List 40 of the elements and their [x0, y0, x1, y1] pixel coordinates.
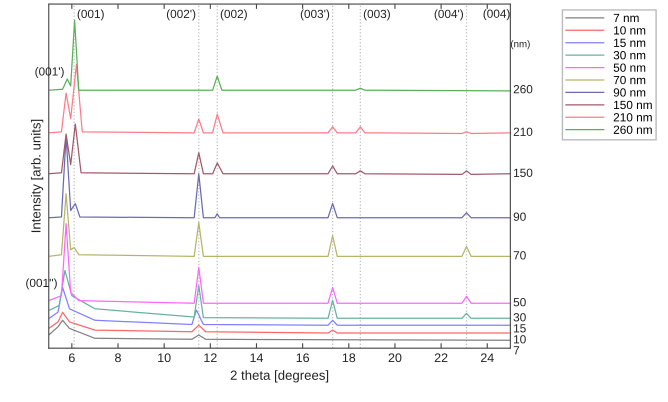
legend-label: 90 nm: [614, 88, 646, 97]
text: (nm): [510, 40, 530, 50]
x-tick-label: 24: [480, 353, 494, 362]
y-axis-title: Intensity [arb. units]: [30, 120, 44, 232]
legend-label: 150 nm: [614, 100, 652, 110]
legend-label: 30 nm: [614, 51, 646, 60]
annotation: 260: [514, 85, 532, 94]
annotation: 50: [514, 298, 526, 306]
annotation: 30: [514, 313, 526, 322]
legend-label: 50 nm: [614, 63, 646, 72]
legend-label: 10 nm: [614, 26, 646, 35]
x-tick-label: 6: [69, 353, 75, 362]
legend-label: 7 nm: [614, 14, 639, 22]
legend-label: 70 nm: [614, 76, 646, 84]
annotation: (002'): [166, 9, 196, 20]
legend-label: 15 nm: [614, 38, 646, 47]
annotation: 90: [514, 212, 526, 221]
x-tick-label: 10: [158, 353, 171, 362]
legend-label: 260 nm: [614, 126, 652, 134]
annotation: 7: [514, 346, 520, 354]
x-tick-label: 8: [115, 353, 121, 362]
x-tick-label: 14: [250, 353, 264, 362]
annotation: (001): [78, 9, 104, 20]
x-tick-label: 18: [342, 353, 356, 362]
x-tick-label: 20: [388, 353, 402, 362]
annotation: 210: [514, 128, 532, 136]
annotation: (003): [364, 9, 390, 20]
legend-label: 210 nm: [614, 113, 652, 122]
x-tick-label: 12: [204, 353, 217, 362]
annotation: 15: [514, 324, 526, 332]
annotation: (003'): [300, 9, 330, 20]
x-axis-title: 2 theta [degrees]: [230, 370, 328, 382]
text: (004): [484, 9, 510, 20]
annotation: 70: [514, 251, 526, 260]
x-tick-label: 22: [434, 353, 448, 362]
annotation: (004'): [434, 9, 463, 20]
annotation: 10: [514, 335, 526, 344]
x-tick-label: 16: [296, 353, 310, 362]
annotation: (002): [220, 9, 247, 20]
annotation: 150: [514, 168, 532, 177]
